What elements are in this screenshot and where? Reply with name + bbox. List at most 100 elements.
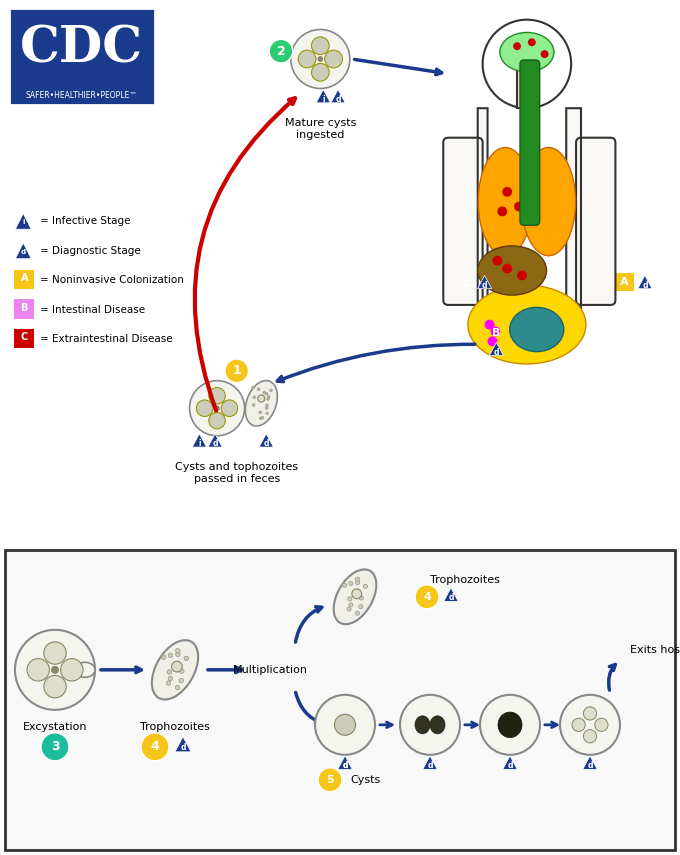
Circle shape xyxy=(253,396,256,398)
Text: = Diagnostic Stage: = Diagnostic Stage xyxy=(40,246,141,256)
Circle shape xyxy=(583,707,596,720)
Ellipse shape xyxy=(498,712,522,738)
Circle shape xyxy=(572,718,585,731)
Text: d: d xyxy=(263,439,269,448)
Polygon shape xyxy=(477,275,492,289)
Text: B: B xyxy=(492,328,500,339)
Polygon shape xyxy=(175,737,191,752)
Circle shape xyxy=(209,387,225,404)
Circle shape xyxy=(190,380,245,436)
Circle shape xyxy=(258,395,265,402)
FancyBboxPatch shape xyxy=(576,138,615,305)
Text: Mature cysts
ingested: Mature cysts ingested xyxy=(285,118,356,139)
Circle shape xyxy=(175,686,180,690)
Circle shape xyxy=(291,30,350,89)
Text: d: d xyxy=(342,761,347,770)
Circle shape xyxy=(252,404,255,406)
Text: Multiplication: Multiplication xyxy=(233,665,307,675)
Text: d: d xyxy=(482,280,488,290)
Polygon shape xyxy=(316,90,330,103)
Circle shape xyxy=(541,50,549,58)
Polygon shape xyxy=(583,756,597,770)
Circle shape xyxy=(315,695,375,755)
Text: = Intestinal Disease: = Intestinal Disease xyxy=(40,305,145,315)
Circle shape xyxy=(221,400,238,416)
Ellipse shape xyxy=(500,32,554,72)
Polygon shape xyxy=(478,109,581,359)
Circle shape xyxy=(51,666,59,674)
Text: Trophozoites: Trophozoites xyxy=(140,722,210,732)
Circle shape xyxy=(347,597,352,601)
Polygon shape xyxy=(16,243,31,259)
Text: 4: 4 xyxy=(423,592,431,602)
Text: = Noninvasive Colonization: = Noninvasive Colonization xyxy=(40,275,184,286)
Text: 5: 5 xyxy=(326,775,334,785)
Text: C: C xyxy=(20,333,28,342)
Circle shape xyxy=(560,695,620,755)
Circle shape xyxy=(168,653,173,657)
Circle shape xyxy=(266,404,269,407)
Circle shape xyxy=(263,392,266,394)
Circle shape xyxy=(492,256,503,266)
Circle shape xyxy=(259,411,262,414)
Circle shape xyxy=(335,714,356,735)
Circle shape xyxy=(265,392,268,395)
Circle shape xyxy=(358,604,363,609)
Circle shape xyxy=(503,263,512,274)
Circle shape xyxy=(311,63,329,81)
Circle shape xyxy=(175,652,180,657)
FancyBboxPatch shape xyxy=(457,275,477,293)
Circle shape xyxy=(299,50,316,68)
Circle shape xyxy=(161,655,166,659)
Circle shape xyxy=(166,681,171,686)
Circle shape xyxy=(179,678,184,683)
Circle shape xyxy=(141,733,169,761)
Circle shape xyxy=(214,405,220,411)
Circle shape xyxy=(44,642,66,664)
Circle shape xyxy=(173,665,177,670)
Circle shape xyxy=(225,359,248,383)
FancyBboxPatch shape xyxy=(5,550,675,850)
Circle shape xyxy=(528,38,536,46)
FancyBboxPatch shape xyxy=(9,8,155,105)
Text: d: d xyxy=(212,439,218,448)
Polygon shape xyxy=(638,275,652,289)
Text: Excystation: Excystation xyxy=(22,722,87,732)
Circle shape xyxy=(15,630,95,710)
Circle shape xyxy=(171,661,182,672)
Text: i: i xyxy=(22,219,24,226)
Circle shape xyxy=(343,583,347,587)
Ellipse shape xyxy=(75,663,95,677)
Text: d: d xyxy=(427,761,432,770)
Circle shape xyxy=(400,695,460,755)
Text: = Infective Stage: = Infective Stage xyxy=(40,216,131,227)
Circle shape xyxy=(252,386,254,389)
Circle shape xyxy=(497,207,507,216)
Circle shape xyxy=(318,56,323,62)
Text: d: d xyxy=(180,743,186,752)
Text: d: d xyxy=(20,249,26,255)
Circle shape xyxy=(265,407,268,410)
Text: B: B xyxy=(20,303,28,313)
Ellipse shape xyxy=(334,569,376,624)
Ellipse shape xyxy=(152,640,198,699)
Ellipse shape xyxy=(478,246,547,295)
Circle shape xyxy=(167,669,171,675)
Circle shape xyxy=(168,676,173,681)
Circle shape xyxy=(27,658,50,681)
Circle shape xyxy=(180,669,184,674)
Circle shape xyxy=(270,389,273,392)
Circle shape xyxy=(347,607,351,611)
Text: C: C xyxy=(463,280,471,289)
Circle shape xyxy=(513,42,521,50)
Text: d: d xyxy=(588,761,593,770)
Text: 1: 1 xyxy=(233,364,241,377)
FancyBboxPatch shape xyxy=(14,269,34,289)
Text: d: d xyxy=(642,280,647,290)
Ellipse shape xyxy=(430,716,445,734)
Polygon shape xyxy=(16,214,31,229)
Text: d: d xyxy=(507,761,513,770)
Ellipse shape xyxy=(468,286,586,364)
Text: Trophozoites: Trophozoites xyxy=(430,575,500,585)
Circle shape xyxy=(266,412,269,415)
